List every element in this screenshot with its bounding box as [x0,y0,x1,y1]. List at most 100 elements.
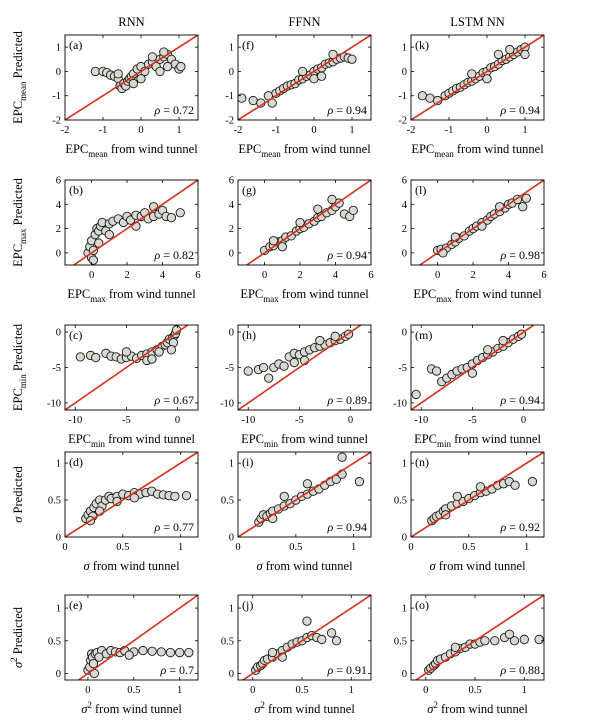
axes-frame [64,179,199,266]
x-tick-label: -10 [241,415,255,426]
x-tick-label: 0 [484,125,489,136]
data-point [162,61,173,72]
axes-frame [410,451,545,538]
data-point [505,44,515,55]
data-point [170,491,180,501]
x-axis-label: σ from wind tunnel [256,559,353,573]
data-point [136,74,146,84]
data-point [184,647,194,658]
data-point [147,646,157,656]
panel-label: (a) [69,38,82,52]
data-point [520,49,530,60]
x-axis-label: EPCmin from wind tunnel [241,432,368,449]
x-tick-label: 0 [521,415,526,426]
data-point [327,194,337,205]
x-tick-label: 0 [311,125,316,136]
panel-k: -2 -1 0 1 -2 -1 0 1 (k) ρ = 0.94 [398,34,545,136]
x-tick-label: -5 [122,415,131,426]
x-tick-label: 0 [348,415,353,426]
y-tick-label: 0 [402,533,407,544]
correlation-label: ρ = 0.94 [499,103,540,117]
identity-line [72,180,198,265]
data-point [268,236,279,246]
plot-area [65,325,190,410]
y-tick-label: 6 [402,176,407,187]
plot-area [65,452,198,537]
correlation-label: ρ = 0.91 [326,663,367,677]
data-point [147,354,157,364]
y-tick-label: 6 [229,176,234,187]
y-tick-label: -1 [52,91,61,102]
panel-d: 0 0.5 1 0 0.5 1 (d) ρ = 0.77 [48,451,199,553]
plot-area [245,180,371,265]
y-tick-label: 1 [402,604,407,615]
y-tick-label: 0 [229,533,234,544]
y-tick-label: -5 [225,363,234,374]
identity-line [65,325,190,410]
panel-label: (c) [69,328,82,342]
y-tick-label: 0 [56,248,61,259]
panel-label: (m) [415,328,432,342]
data-point [264,373,274,383]
panel-label: (o) [415,598,429,612]
y-tick-label: 1 [229,459,234,470]
data-point [94,652,104,662]
data-point [90,66,101,77]
x-axis-label: EPCmean from wind tunnel [411,142,544,159]
y-tick-label: 0 [229,328,234,339]
x-tick-label: 2 [124,270,129,281]
y-axis-label: EPCmin Predicted [11,323,28,411]
y-tick-label: 6 [56,176,61,187]
data-point [297,66,308,77]
correlation-label: ρ = 0.92 [499,520,540,534]
axes-frame [410,34,545,121]
x-tick-label: -5 [295,415,304,426]
identity-line [238,35,371,120]
y-axis-label: σ Predicted [11,466,25,523]
x-tick-label: -1 [445,125,454,136]
y-tick-label: -2 [225,116,234,127]
panel-label: (b) [69,183,83,197]
data-point [166,345,177,355]
data-point [417,91,428,101]
data-point [527,476,538,487]
panel-g: 0 2 4 6 0 2 4 6 (g) ρ = 0.94 [229,176,374,282]
y-tick-label: 4 [229,200,235,211]
correlation-label: ρ = 0.98 [499,248,540,262]
data-point [155,66,165,77]
data-point [88,659,99,669]
x-tick-label: 0.5 [295,685,308,696]
x-tick-label: -1 [99,125,108,136]
x-tick-label: 0.5 [462,542,475,553]
data-point [175,647,185,658]
y-tick-label: 2 [229,224,234,235]
y-tick-label: 1 [402,459,407,470]
panel-label: (j) [242,598,253,612]
data-point [243,366,253,376]
data-point [121,347,132,357]
panel-label: (l) [415,183,426,197]
data-point [480,636,490,646]
x-tick-label: 6 [368,270,373,281]
y-tick-label: 1 [56,604,61,615]
x-axis-label: σ from wind tunnel [429,559,526,573]
data-point [521,193,531,203]
y-tick-label: -10 [47,398,61,409]
data-point [181,490,192,501]
y-tick-label: 0 [402,67,407,78]
data-point [498,335,508,346]
data-point [467,69,477,79]
data-point [309,74,319,84]
panel-h: -10 -5 0 -10 -5 0 (h) ρ = 0.89 [220,324,372,426]
identity-line [77,595,198,680]
column-title-2: LSTM NN [450,15,505,29]
data-point [331,636,342,646]
data-point [258,362,269,373]
identity-line [411,452,544,537]
data-point [166,212,177,223]
data-point [330,331,340,341]
axes-frame [64,451,199,538]
x-tick-label: -2 [61,125,70,136]
panel-e: 0 0.5 1 0 0.5 1 (e) ρ = 0.7 [48,594,199,696]
